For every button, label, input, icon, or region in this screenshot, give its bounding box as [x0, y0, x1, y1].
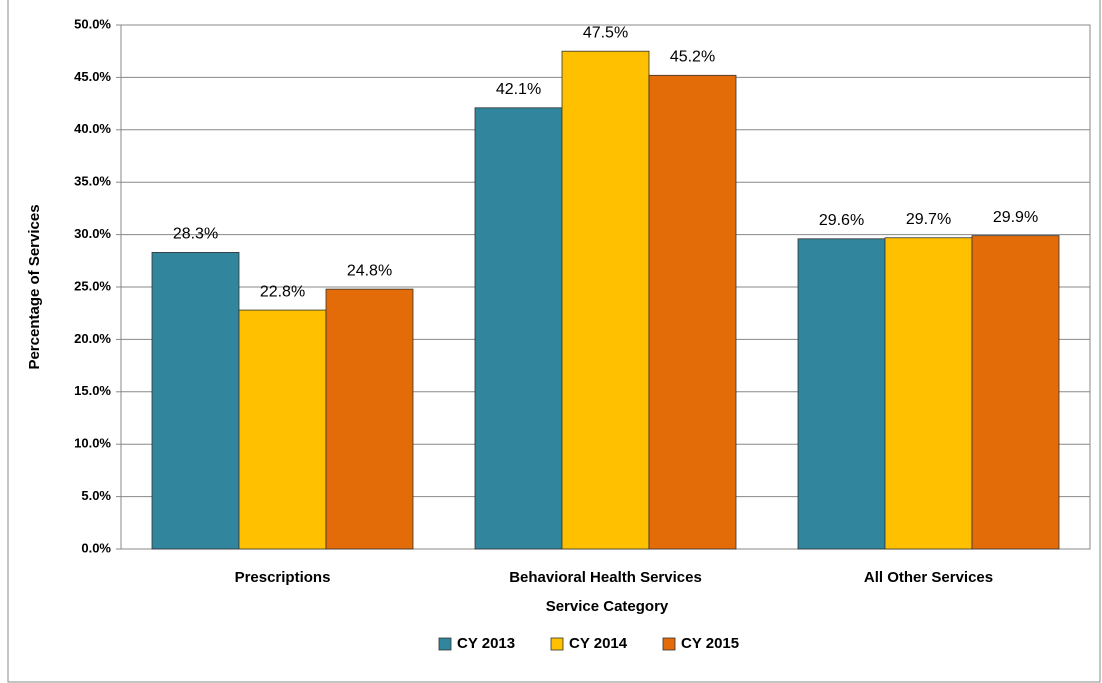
- x-tick-label: Behavioral Health Services: [509, 569, 702, 586]
- x-axis-label: Service Category: [546, 598, 669, 615]
- y-axis-label: Percentage of Services: [26, 204, 43, 369]
- data-label: 47.5%: [583, 24, 628, 41]
- y-tick-label: 30.0%: [74, 226, 111, 241]
- x-tick-label: All Other Services: [864, 569, 993, 586]
- y-tick-label: 40.0%: [74, 121, 111, 136]
- bar: [648, 74, 737, 550]
- bar: [561, 50, 650, 550]
- y-tick-label: 35.0%: [74, 174, 111, 189]
- bar: [151, 252, 240, 550]
- data-label: 29.7%: [906, 211, 951, 228]
- data-label: 45.2%: [670, 49, 715, 66]
- bar: [797, 238, 886, 550]
- data-label: 42.1%: [496, 81, 541, 98]
- legend-label: CY 2014: [569, 635, 628, 652]
- bar: [238, 309, 327, 550]
- y-tick-label: 25.0%: [74, 278, 111, 293]
- y-tick-label: 0.0%: [81, 540, 111, 555]
- y-tick-label: 50.0%: [74, 16, 111, 31]
- legend-label: CY 2015: [681, 635, 739, 652]
- legend-swatch: [662, 637, 676, 651]
- legend-label: CY 2013: [457, 635, 515, 652]
- legend-swatch: [438, 637, 452, 651]
- y-tick-label: 45.0%: [74, 69, 111, 84]
- y-tick-label: 5.0%: [81, 488, 111, 503]
- data-label: 22.8%: [260, 283, 305, 300]
- legend-swatch: [550, 637, 564, 651]
- bar: [884, 237, 973, 550]
- data-label: 29.9%: [993, 209, 1038, 226]
- chart-border: [7, 0, 1101, 683]
- y-tick-label: 20.0%: [74, 331, 111, 346]
- bar: [971, 235, 1060, 550]
- x-tick-label: Prescriptions: [235, 569, 331, 586]
- y-tick-label: 15.0%: [74, 383, 111, 398]
- data-label: 29.6%: [819, 212, 864, 229]
- data-label: 28.3%: [173, 226, 218, 243]
- y-tick-label: 10.0%: [74, 436, 111, 451]
- bar: [325, 288, 414, 550]
- bar: [474, 107, 563, 550]
- data-label: 24.8%: [347, 262, 392, 279]
